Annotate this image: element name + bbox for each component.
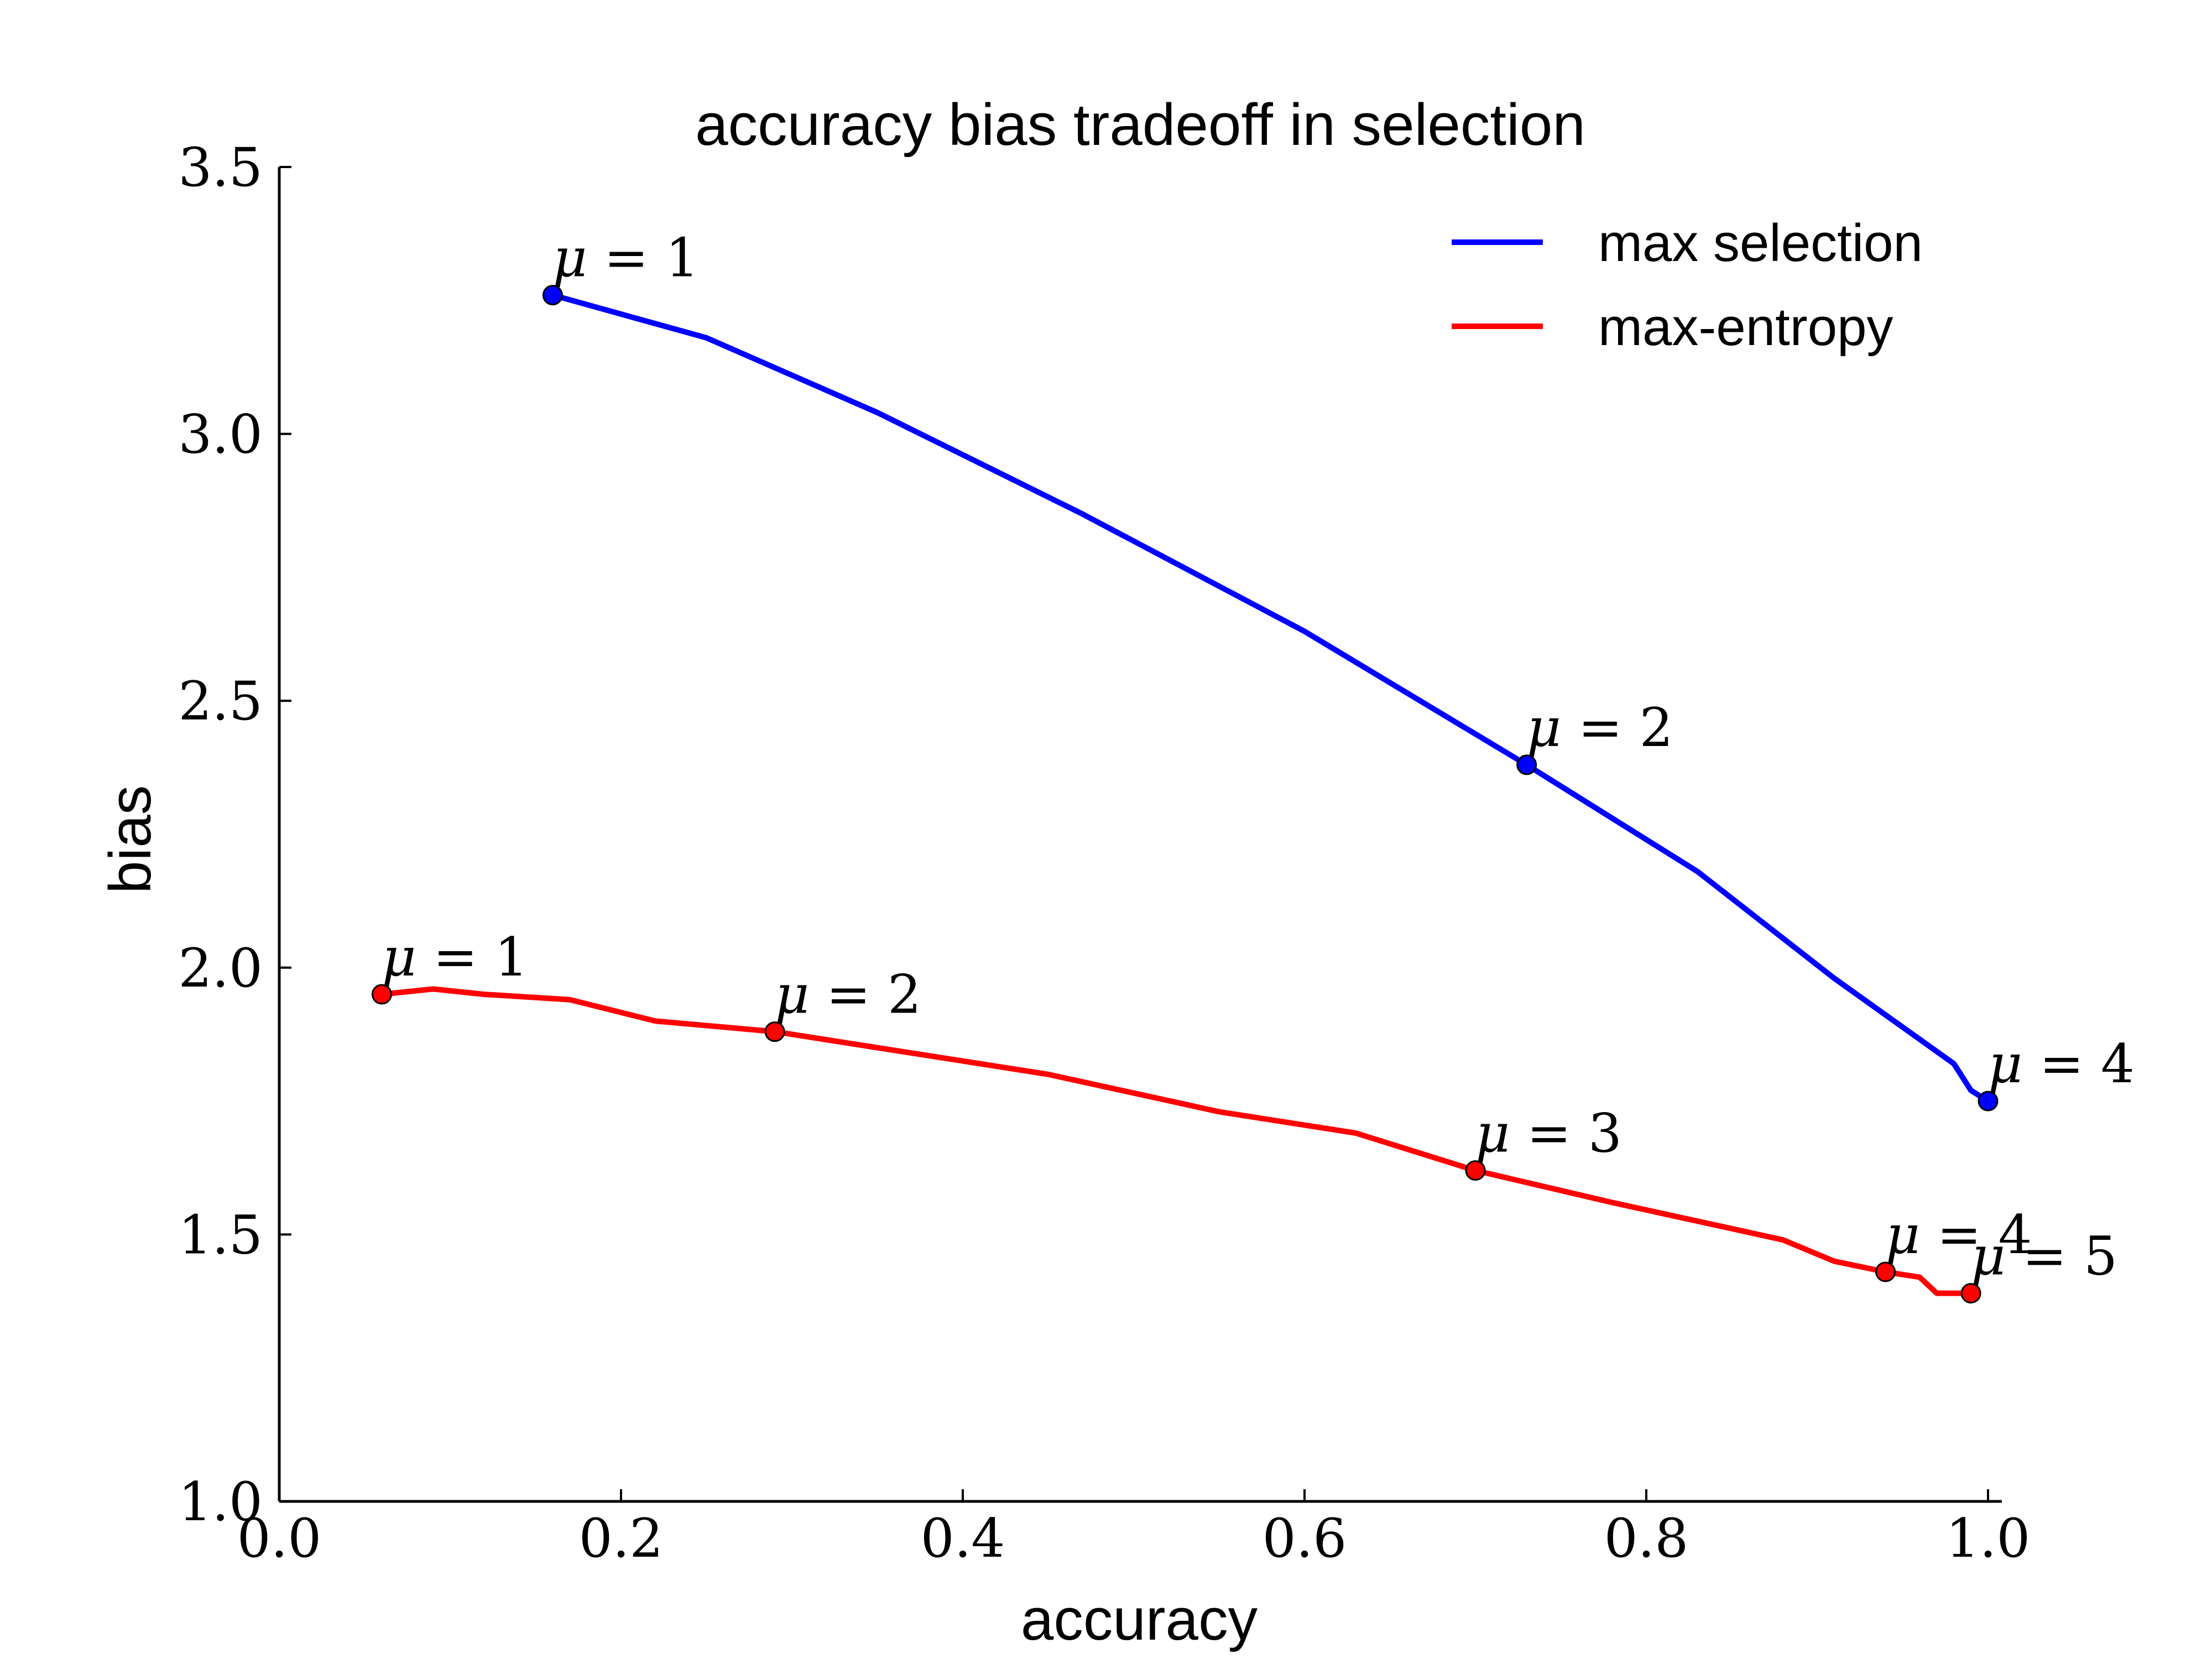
legend-label-max-entropy: max-entropy xyxy=(1598,298,1893,357)
annotation-value: = 2 xyxy=(809,964,921,1026)
mu-symbol: μ xyxy=(552,227,587,289)
y-tick-label: 3.0 xyxy=(178,404,263,466)
point-annotation: μ = 1 xyxy=(382,926,528,988)
x-tick-label: 0.4 xyxy=(921,1507,1005,1569)
point-annotation: μ = 3 xyxy=(1475,1103,1622,1165)
y-axis-label: bias xyxy=(97,785,163,894)
y-tick-label: 2.5 xyxy=(178,670,263,732)
chart-title: accuracy bias tradeoff in selection xyxy=(695,91,1585,158)
annotation-value: = 5 xyxy=(2005,1225,2117,1287)
data-point-max-entropy xyxy=(1465,1160,1486,1181)
data-point-max-entropy xyxy=(371,984,392,1005)
series-line-max-selection xyxy=(552,292,1990,1104)
data-point-max-selection xyxy=(542,285,563,306)
y-tick-label: 1.5 xyxy=(178,1204,263,1266)
data-point-max-entropy xyxy=(764,1021,785,1042)
mu-symbol: μ xyxy=(1971,1225,2005,1287)
point-annotation: μ = 1 xyxy=(552,227,699,289)
x-tick-label: 0.6 xyxy=(1262,1507,1347,1569)
point-annotation: μ = 5 xyxy=(1971,1225,2117,1287)
point-annotation: μ = 4 xyxy=(1886,1204,2032,1266)
series-line-max-entropy xyxy=(381,986,1971,1296)
annotation-value: = 3 xyxy=(1510,1103,1622,1165)
point-annotation: μ = 4 xyxy=(1988,1033,2135,1095)
annotation-value: = 1 xyxy=(416,926,529,988)
x-tick-label: 0.2 xyxy=(579,1507,664,1569)
annotation-value: = 2 xyxy=(1561,697,1673,759)
legend-label-max-selection: max selection xyxy=(1598,213,1923,273)
mu-symbol: μ xyxy=(1527,697,1561,759)
plot-area: 0.0 0.2 0.4 0.6 0.8 1.0 1.0 1.5 2.0 2.5 3.0 3.5 μ = … xyxy=(178,137,2135,1569)
legend: max selection max-entropy xyxy=(1452,213,1923,357)
x-tick-label: 1.0 xyxy=(1946,1507,2031,1569)
y-tick-label: 3.5 xyxy=(178,137,263,199)
data-point-max-selection xyxy=(1516,754,1537,775)
mu-symbol: μ xyxy=(775,964,809,1026)
mu-symbol: μ xyxy=(1886,1204,1920,1266)
y-tick-label: 1.0 xyxy=(178,1471,263,1533)
data-point-max-entropy xyxy=(1875,1261,1896,1282)
data-point-max-selection xyxy=(1978,1091,1999,1112)
y-tick-label: 2.0 xyxy=(178,937,263,999)
x-axis-label: accuracy xyxy=(1021,1586,1258,1652)
annotation-value: = 1 xyxy=(587,227,700,289)
annotation-value: = 4 xyxy=(1920,1204,2032,1266)
point-annotation: μ = 2 xyxy=(1527,697,1673,759)
annotation-value: = 4 xyxy=(2022,1033,2135,1095)
x-tick-label: 0.8 xyxy=(1604,1507,1689,1569)
mu-symbol: μ xyxy=(1475,1103,1510,1165)
x-tick-label: 0.0 xyxy=(237,1507,322,1569)
point-annotation: μ = 2 xyxy=(775,964,921,1026)
data-point-max-entropy xyxy=(1960,1283,1981,1304)
mu-symbol: μ xyxy=(1988,1033,2022,1095)
mu-symbol: μ xyxy=(382,926,416,988)
